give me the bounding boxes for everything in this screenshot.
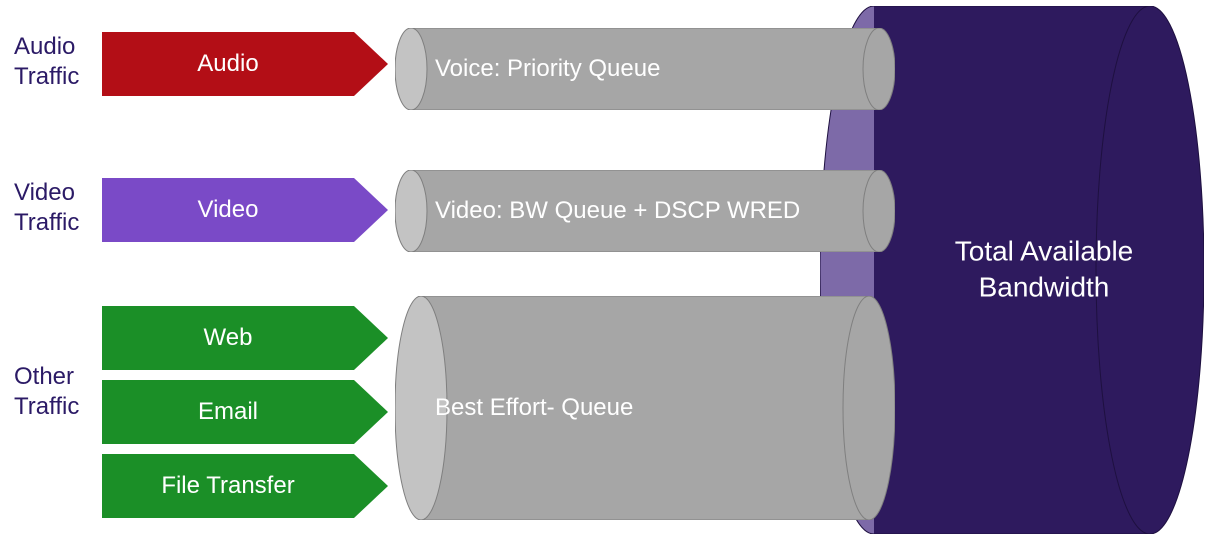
arrow-web: Web xyxy=(102,306,388,370)
pipe-best: Best Effort- Queue xyxy=(395,296,895,520)
arrow-file: File Transfer xyxy=(102,454,388,518)
arrow-audio: Audio xyxy=(102,32,388,96)
arrow-video-label: Video xyxy=(102,178,354,242)
other-label: Other Traffic xyxy=(14,362,79,422)
audio-label: Audio Traffic xyxy=(14,32,79,92)
arrow-video: Video xyxy=(102,178,388,242)
pipe-voice: Voice: Priority Queue xyxy=(395,28,895,110)
arrow-file-head xyxy=(354,454,388,518)
arrow-video-head xyxy=(354,178,388,242)
pipe-video-label: Video: BW Queue + DSCP WRED xyxy=(435,197,800,225)
arrow-web-label: Web xyxy=(102,306,354,370)
pipe-best-label: Best Effort- Queue xyxy=(435,394,633,422)
arrow-file-label: File Transfer xyxy=(102,454,354,518)
video-label: Video Traffic xyxy=(14,178,79,238)
big-bandwidth-label: Total Available Bandwidth xyxy=(914,234,1174,307)
arrow-email: Email xyxy=(102,380,388,444)
arrow-audio-head xyxy=(354,32,388,96)
pipe-voice-label: Voice: Priority Queue xyxy=(435,55,660,83)
arrow-email-label: Email xyxy=(102,380,354,444)
pipe-video: Video: BW Queue + DSCP WRED xyxy=(395,170,895,252)
arrow-web-head xyxy=(354,306,388,370)
arrow-email-head xyxy=(354,380,388,444)
arrow-audio-label: Audio xyxy=(102,32,354,96)
